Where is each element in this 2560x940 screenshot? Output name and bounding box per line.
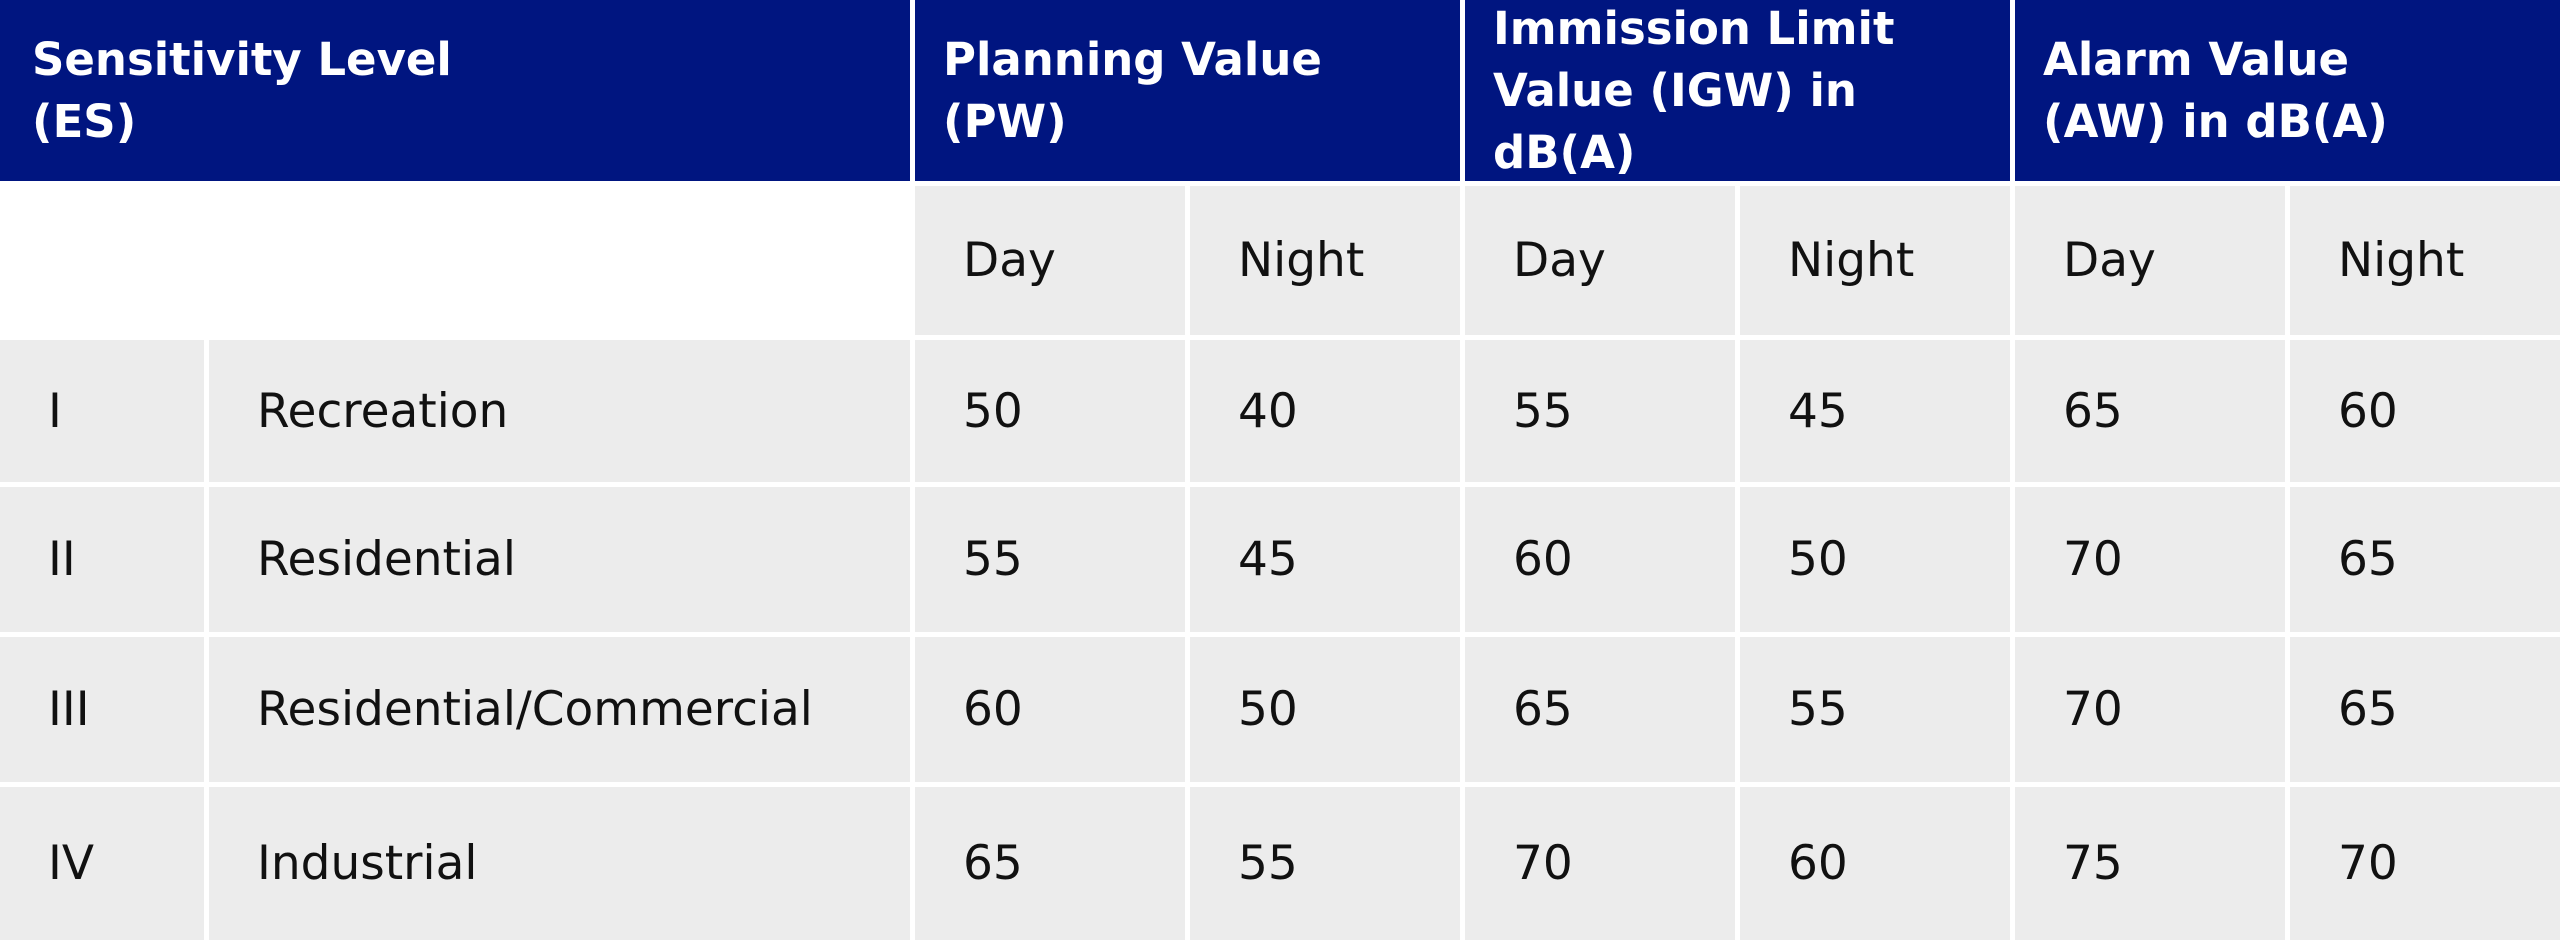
subheader-cell: Day [915, 186, 1185, 335]
table-cell: 45 [1190, 487, 1460, 632]
subheader-cell: Night [1190, 186, 1460, 335]
table-cell: 65 [2290, 487, 2560, 632]
header-line: Planning Value [943, 32, 1322, 86]
table-cell: II [0, 487, 204, 632]
table-cell: 50 [915, 340, 1185, 482]
subheader-cell: Night [1740, 186, 2010, 335]
table-cell: 55 [1190, 787, 1460, 940]
table-cell: Residential [209, 487, 910, 632]
table-cell: 65 [2290, 637, 2560, 782]
table-cell: 65 [915, 787, 1185, 940]
header-line: Value (IGW) in dB(A) [1493, 63, 1857, 179]
table-cell: 60 [2290, 340, 2560, 482]
table-cell: III [0, 637, 204, 782]
table-cell: 60 [1740, 787, 2010, 940]
table-cell: 60 [915, 637, 1185, 782]
header-line: Alarm Value [2043, 32, 2350, 86]
table-cell: 70 [2015, 487, 2285, 632]
header-cell: Planning Value (PW) [915, 0, 1460, 181]
table-cell: 40 [1190, 340, 1460, 482]
table-cell: 55 [915, 487, 1185, 632]
table-cell: 70 [2290, 787, 2560, 940]
table-cell: 50 [1190, 637, 1460, 782]
table-cell: 45 [1740, 340, 2010, 482]
header-cell: Alarm Value (AW) in dB(A) [2015, 0, 2560, 181]
header-line: Sensitivity Level [32, 32, 452, 86]
header-line: (ES) [32, 94, 137, 148]
header-cell: Sensitivity Level (ES) [0, 0, 910, 181]
table-cell: 60 [1465, 487, 1735, 632]
header-cell: Immission Limit Value (IGW) in dB(A) [1465, 0, 2010, 181]
header-line: Immission Limit [1493, 1, 1895, 55]
table-cell: Recreation [209, 340, 910, 482]
table-cell: 55 [1740, 637, 2010, 782]
table-cell: 75 [2015, 787, 2285, 940]
table-cell: 55 [1465, 340, 1735, 482]
table-cell: IV [0, 787, 204, 940]
table-cell: 50 [1740, 487, 2010, 632]
subheader-cell: Day [2015, 186, 2285, 335]
subheader-cell: Day [1465, 186, 1735, 335]
table-cell: Industrial [209, 787, 910, 940]
header-line: (PW) [943, 94, 1067, 148]
table-cell: 65 [2015, 340, 2285, 482]
table-cell: I [0, 340, 204, 482]
blank-cell [0, 186, 910, 335]
table-cell: 70 [1465, 787, 1735, 940]
subheader-cell: Night [2290, 186, 2560, 335]
table-cell: Residential/Commercial [209, 637, 910, 782]
header-line: (AW) in dB(A) [2043, 94, 2388, 148]
table-cell: 65 [1465, 637, 1735, 782]
table-cell: 70 [2015, 637, 2285, 782]
